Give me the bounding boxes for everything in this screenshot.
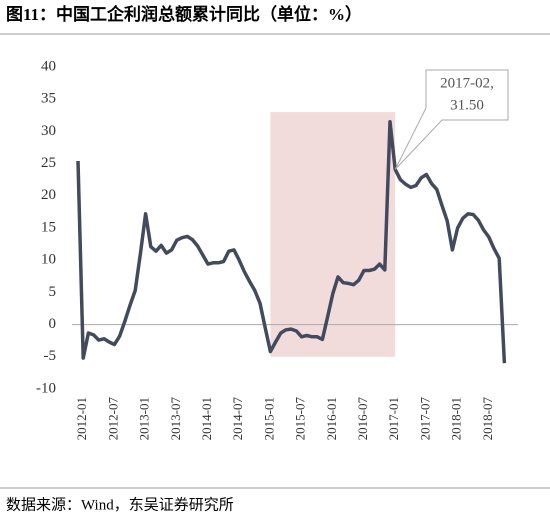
y-tick-label: 40 (41, 58, 56, 74)
y-tick-label: 5 (49, 284, 57, 300)
y-tick-label: 20 (41, 187, 56, 203)
data-line (76, 119, 507, 364)
x-tick-label: 2015-01 (261, 397, 276, 440)
x-tick-label: 2018-01 (449, 397, 464, 440)
x-tick-label: 2017-01 (386, 397, 401, 440)
x-tick-label: 2016-01 (324, 397, 339, 440)
y-tick-label: 30 (41, 123, 56, 139)
x-tick-label: 2013-07 (168, 397, 183, 441)
y-tick-label: -10 (36, 380, 56, 396)
x-tick-label: 2017-07 (417, 397, 432, 441)
y-tick-label: 15 (41, 219, 56, 235)
annotation-text: 31.50 (450, 97, 484, 113)
source: 数据来源：Wind，东吴证券研究所 (6, 496, 234, 513)
x-tick-label: 2012-01 (74, 397, 89, 440)
x-tick-label: 2014-01 (199, 397, 214, 440)
y-tick-label: 10 (41, 252, 56, 268)
y-tick-label: 35 (41, 91, 56, 107)
x-tick-label: 2013-01 (137, 397, 152, 440)
y-tick-label: 0 (49, 316, 57, 332)
x-tick-label: 2018-07 (480, 397, 495, 441)
highlight-region (270, 112, 396, 357)
y-tick-label: 25 (41, 155, 56, 171)
x-tick-label: 2012-07 (105, 397, 120, 441)
annotation-text: 2017-02, (440, 75, 494, 91)
annotation-box (394, 69, 509, 170)
x-tick-label: 2016-07 (355, 397, 370, 441)
chart-title: 图11：中国工企利润总额累计同比（单位：%） (6, 4, 362, 24)
y-tick-label: -5 (44, 348, 57, 364)
x-tick-label: 2014-07 (230, 397, 245, 441)
x-tick-label: 2015-07 (293, 397, 308, 441)
